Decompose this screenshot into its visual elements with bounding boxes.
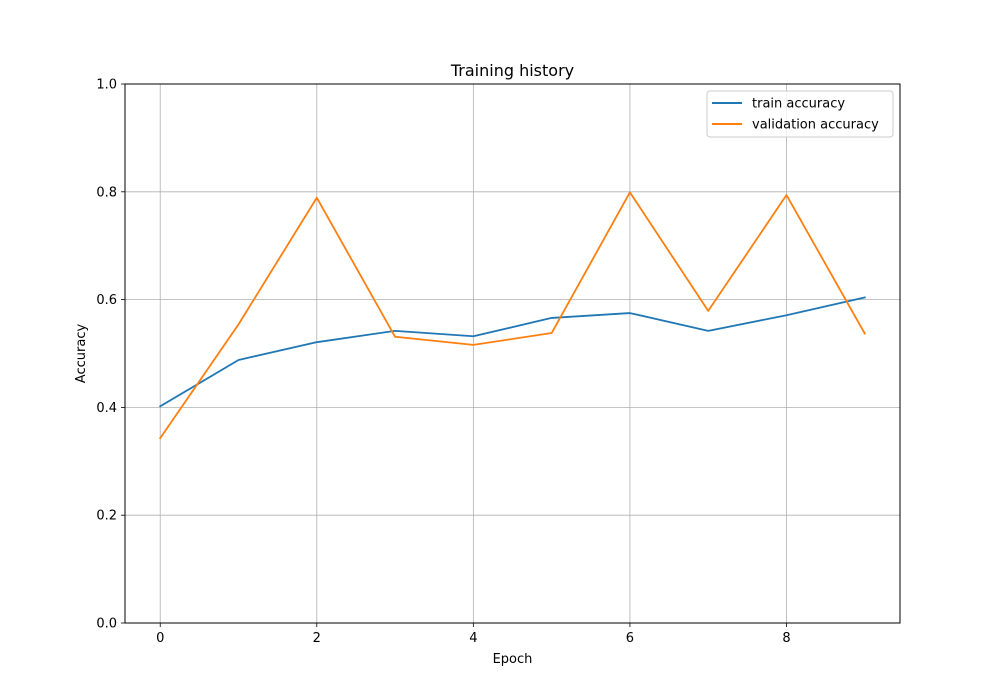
- legend-box: [706, 90, 894, 138]
- series-line-train-accuracy: [158, 296, 866, 408]
- x-axis-label: Epoch: [493, 652, 533, 667]
- y-tick-label: 1.0: [96, 78, 117, 93]
- legend-label-train-accuracy: train accuracy: [752, 97, 845, 112]
- y-axis-label: Accuracy: [74, 324, 89, 384]
- series-line-validation-accuracy: [158, 191, 866, 440]
- x-tick-label: 4: [469, 631, 477, 646]
- y-tick-label: 0.8: [96, 185, 117, 200]
- y-tick-label: 0.4: [96, 401, 117, 416]
- legend-label-validation-accuracy: validation accuracy: [752, 118, 879, 133]
- y-tick-label: 0.6: [96, 293, 117, 308]
- x-tick-label: 6: [626, 631, 634, 646]
- y-tick-label: 0.0: [96, 617, 117, 632]
- x-tick-label: 0: [156, 631, 164, 646]
- series-lines: [158, 191, 866, 440]
- chart-title: Training history: [450, 61, 574, 80]
- x-tick-label: 8: [782, 631, 790, 646]
- legend: train accuracy validation accuracy: [706, 90, 894, 138]
- x-tick-label: 2: [313, 631, 321, 646]
- plot-area-frame: [124, 83, 901, 624]
- y-tick-label: 0.2: [96, 509, 117, 524]
- axis-ticks: 0 2 4 6 8 0.0 0.2 0.4 0.6 0.8 1.0: [96, 78, 790, 647]
